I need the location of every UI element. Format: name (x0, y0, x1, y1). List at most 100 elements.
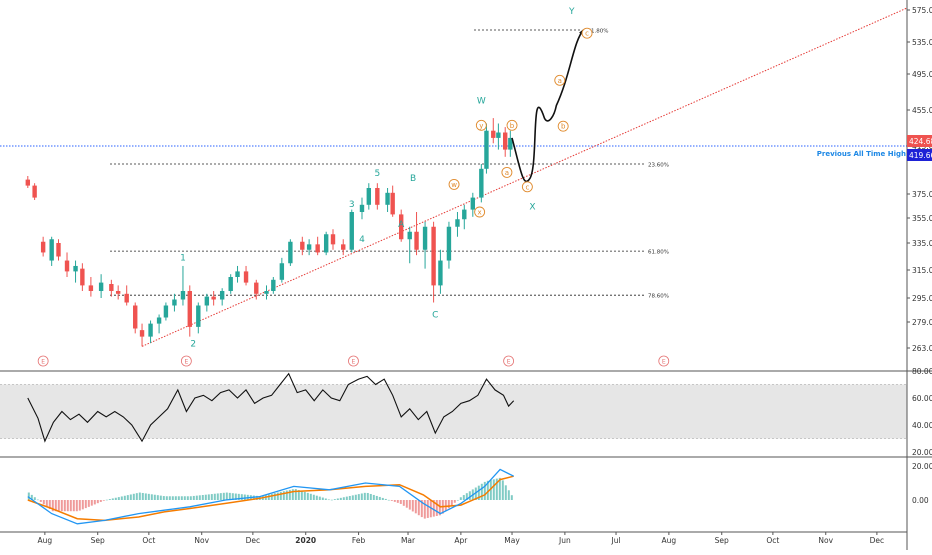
candle-body (124, 293, 129, 303)
macd-histogram-bar (426, 500, 429, 518)
time-axis-label: Nov (818, 536, 833, 545)
wave-label: C (432, 311, 438, 321)
earnings-marker[interactable] (348, 355, 359, 367)
macd-histogram-bar (147, 493, 150, 500)
candle-body (390, 192, 395, 215)
candle-body (80, 268, 85, 286)
candle-body (422, 226, 428, 250)
macd-histogram-bar (342, 497, 345, 500)
macd-histogram-bar (510, 495, 513, 500)
wave-label: Y (568, 7, 575, 17)
macd-histogram-bar (393, 500, 396, 502)
macd-histogram-bar (120, 496, 123, 500)
macd-histogram-bar (438, 500, 441, 516)
price-tag (907, 149, 932, 161)
candle-body (73, 265, 78, 272)
price-tag (907, 135, 932, 147)
time-axis-label: Sep (715, 536, 729, 545)
earnings-label: E (41, 359, 45, 366)
rsi-axis-label: 20.00 (912, 448, 932, 457)
macd-histogram-bar (99, 500, 102, 502)
macd-histogram-bar (75, 500, 78, 512)
earnings-label: E (662, 359, 666, 366)
macd-histogram-bar (132, 493, 135, 500)
time-axis-label: Jun (558, 536, 571, 545)
macd-histogram-bar (432, 500, 435, 517)
macd-histogram-bar (444, 500, 447, 511)
macd-histogram-bar (453, 500, 456, 503)
macd-histogram-bar (336, 498, 339, 500)
macd-histogram-bar (429, 500, 432, 518)
earnings-marker[interactable] (503, 355, 515, 367)
macd-histogram-bar (240, 494, 243, 500)
macd-histogram-bar (168, 496, 171, 500)
macd-histogram-bar (270, 493, 273, 500)
macd-histogram-bar (177, 496, 180, 500)
macd-histogram-bar (480, 483, 483, 500)
macd-histogram-bar (69, 500, 72, 512)
candle-body (187, 291, 192, 327)
macd-histogram-bar (180, 496, 183, 500)
macd-histogram-bar (294, 489, 297, 500)
candle-body (40, 241, 46, 253)
macd-axis-label: 20.00 (912, 462, 932, 471)
wave-label: X (529, 203, 535, 213)
macd-histogram-bar (348, 495, 351, 500)
candle-body (315, 244, 320, 253)
subwave-circle (506, 119, 518, 131)
macd-histogram-bar (417, 500, 420, 516)
macd-histogram-bar (213, 493, 216, 500)
macd-histogram-bar (129, 494, 132, 500)
candle-body (156, 317, 162, 324)
projection-path (511, 29, 585, 183)
subwave-label: c (525, 183, 529, 191)
macd-histogram-bar (39, 500, 42, 502)
macd-histogram-bar (144, 493, 147, 500)
wave-label: 1 (180, 254, 186, 264)
macd-histogram-bar (105, 499, 108, 501)
macd-histogram-bar (318, 496, 321, 500)
rsi-pane (0, 372, 907, 443)
wave-label: B (410, 174, 416, 184)
time-axis-label: Aug (38, 536, 53, 545)
earnings-marker[interactable] (180, 355, 192, 367)
macd-histogram-bar (468, 491, 471, 500)
candle-body (349, 212, 354, 250)
candle-body (323, 234, 329, 253)
macd-histogram-bar (255, 495, 258, 500)
candle-body (133, 305, 138, 329)
price-axis-label: 263.00 (912, 344, 932, 353)
macd-histogram-bar (51, 500, 54, 512)
earnings-label: E (184, 359, 188, 366)
macd-histogram-bar (192, 495, 195, 500)
macd-histogram-bar (189, 496, 192, 500)
subwave-label: x (478, 209, 482, 217)
earnings-marker[interactable] (658, 355, 670, 367)
macd-histogram-bar (459, 497, 462, 500)
macd-histogram-bar (45, 500, 48, 507)
time-axis-label: Apr (454, 536, 468, 545)
macd-histogram-bar (423, 500, 426, 519)
macd-histogram-bar (237, 493, 240, 500)
macd-histogram-bar (501, 480, 504, 500)
candle-body (438, 260, 443, 286)
candle-body (264, 291, 269, 294)
ath-label: Previous All Time High (817, 150, 906, 158)
wave-label: A (398, 220, 405, 230)
candle-body (49, 239, 54, 261)
candle-body (399, 214, 404, 240)
macd-histogram-bar (84, 500, 87, 509)
candle-body (508, 137, 513, 150)
macd-histogram-bar (483, 481, 486, 500)
macd-histogram-bar (387, 499, 390, 501)
price-axis-label: 375.00 (912, 190, 932, 199)
macd-histogram-bar (486, 480, 489, 500)
candle-body (491, 130, 496, 138)
time-axis-label: Feb (352, 536, 366, 545)
earnings-marker[interactable] (37, 355, 49, 367)
macd-histogram-bar (48, 500, 51, 509)
subwave-circle (448, 178, 460, 190)
